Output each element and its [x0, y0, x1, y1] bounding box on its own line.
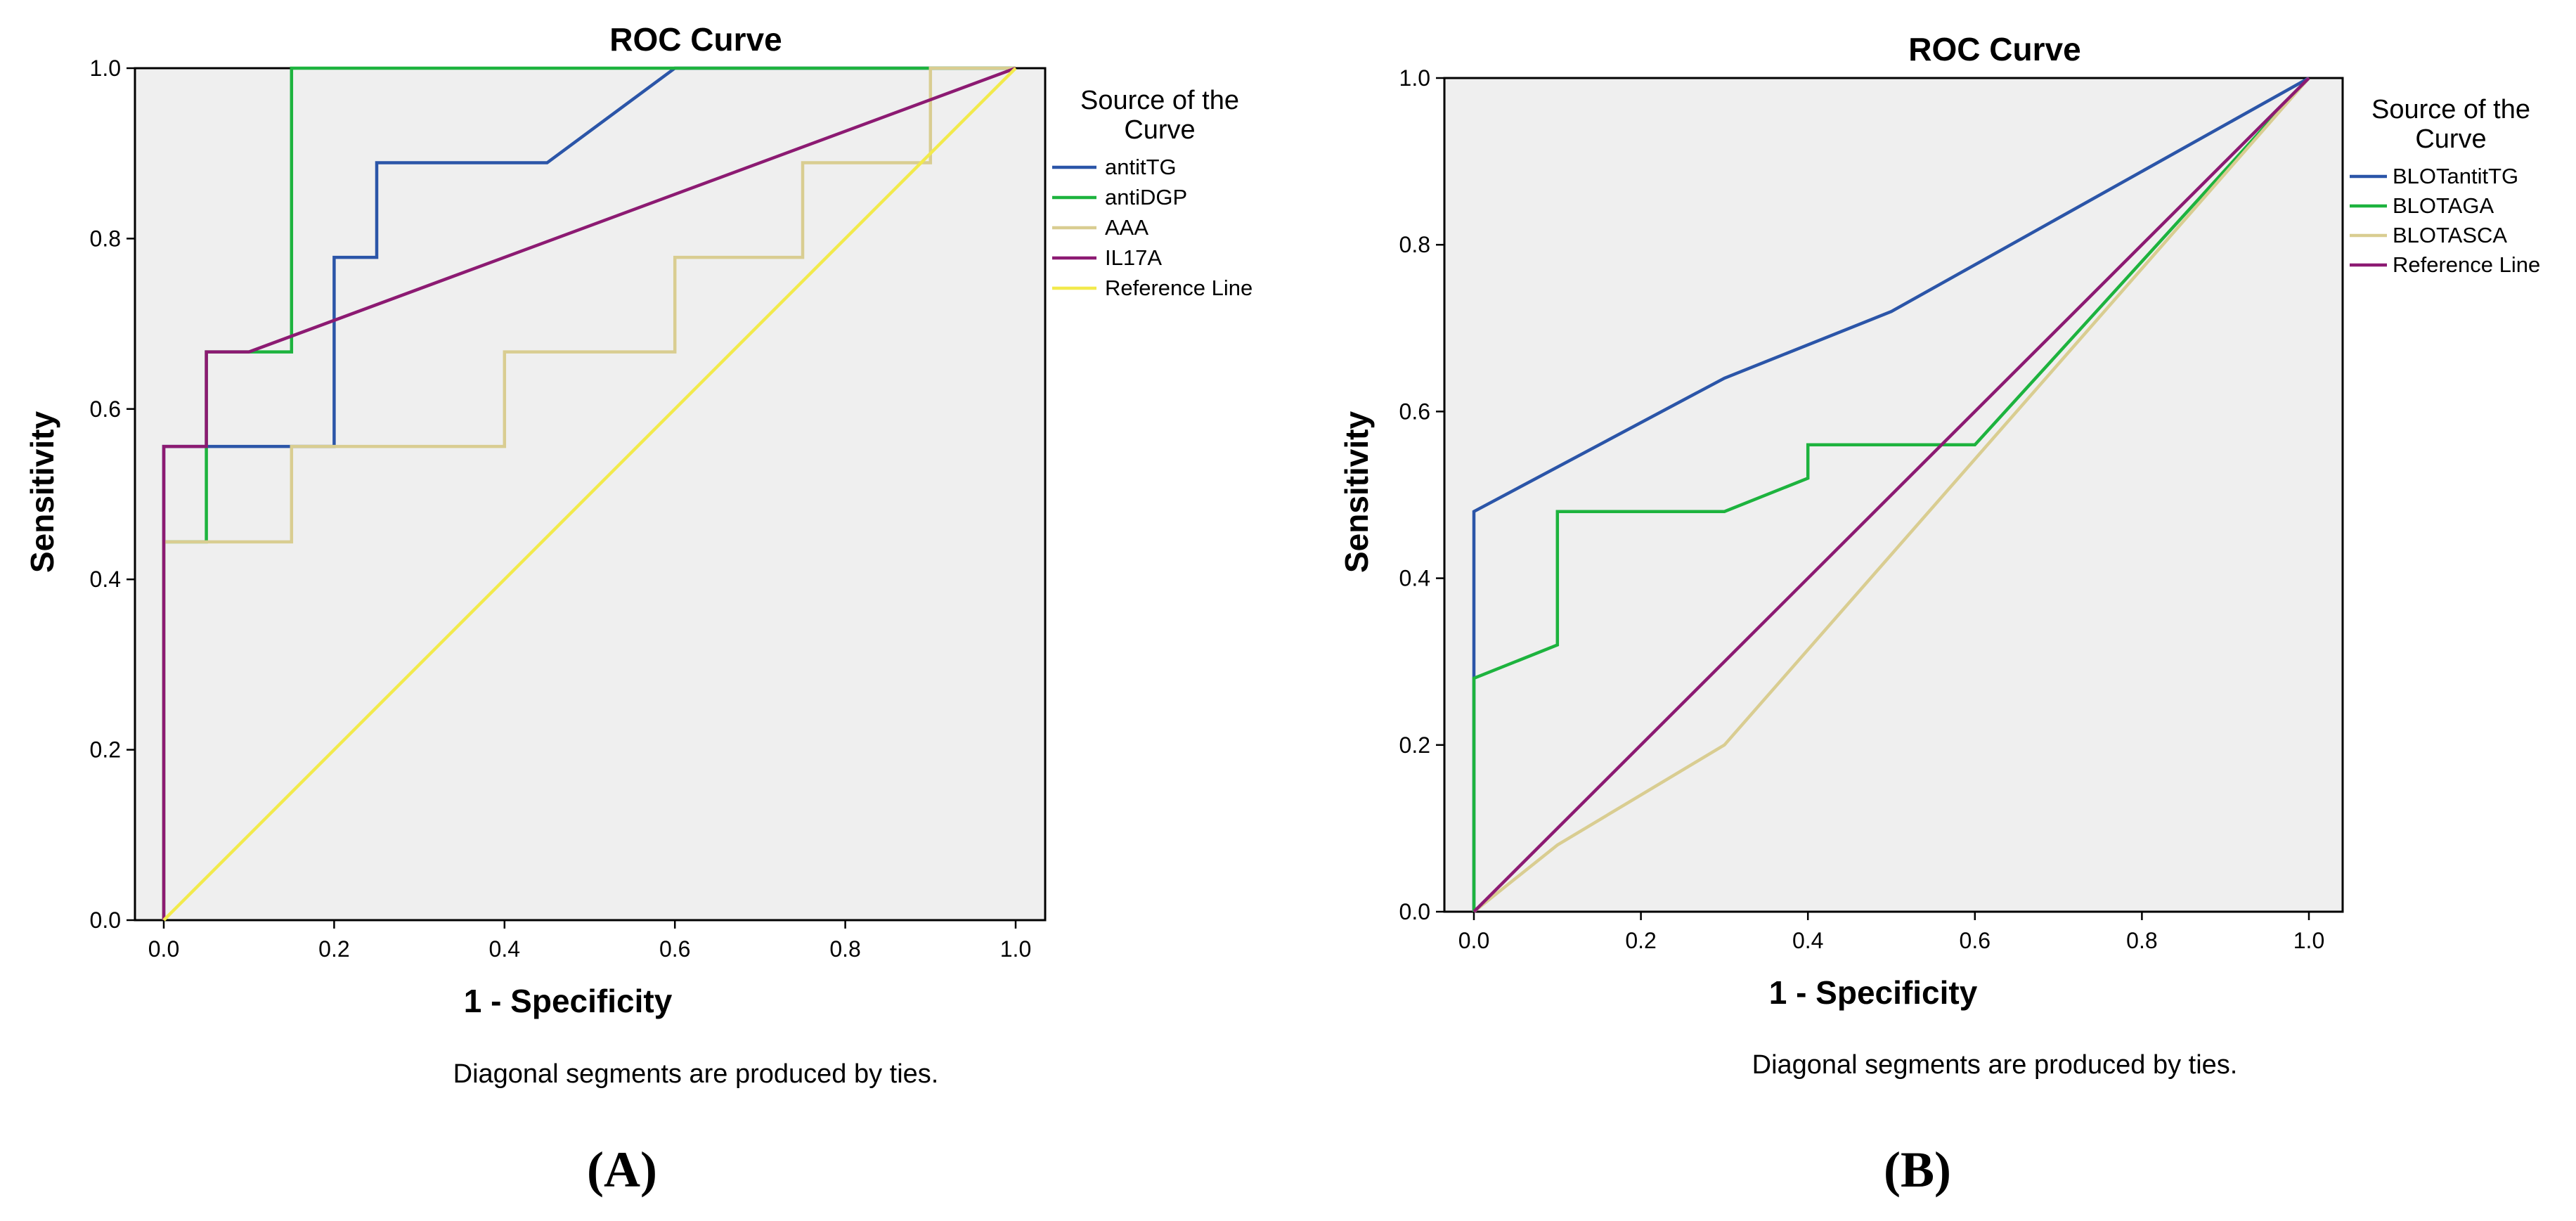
chart-panel-1: 0.0 0.2 0.4 0.6 0.8 1.0 0.0 0.2 0.4 0.6 0.8 1.0 ROC … [24, 21, 1253, 1198]
y-axis-label: Sensitivity [24, 411, 60, 574]
x-axis-label: 1 - Specificity [464, 983, 673, 1019]
legend-item-label: BLOTAGA [2393, 193, 2494, 218]
y-tick-label: 0.0 [1399, 899, 1430, 924]
series-line-blotaga [1472, 77, 2310, 912]
chart-title: ROC Curve [1908, 31, 2080, 67]
series-line-il17a [162, 66, 1016, 920]
x-tick-label: 1.0 [2293, 928, 2324, 953]
x-tick-label: 0.6 [1960, 928, 1991, 953]
series-line-blotasca [1473, 77, 2310, 913]
y-tick-label: 0.2 [90, 737, 121, 763]
series-line-reference-line [162, 67, 1017, 922]
y-tick-label: 0.0 [90, 907, 121, 933]
x-tick-label: 1.0 [1000, 936, 1031, 962]
x-tick-label: 0.2 [318, 936, 349, 962]
y-tick-label: 0.8 [90, 226, 121, 251]
y-tick-label: 0.2 [1399, 732, 1430, 758]
x-tick-label: 0.0 [1458, 928, 1489, 953]
panel-label: (B) [1884, 1142, 1951, 1198]
chart-panel-2: 0.0 0.2 0.4 0.6 0.8 1.0 0.0 0.2 0.4 0.6 0.8 1.0 ROC … [1338, 31, 2540, 1198]
series-line-reference-line [1473, 77, 2310, 913]
legend-item-label: antitTG [1105, 155, 1177, 179]
x-tick-label: 0.8 [829, 936, 860, 962]
legend-item-label: Reference Line [1105, 276, 1253, 300]
legend-item-label: AAA [1105, 215, 1148, 240]
panel-label: (A) [587, 1142, 657, 1198]
series-line-antittg [162, 66, 1016, 920]
series-line-blotantittg [1472, 77, 2310, 912]
y-tick-label: 0.6 [1399, 399, 1430, 424]
legend-item-label: antiDGP [1105, 185, 1187, 209]
y-tick-label: 1.0 [1399, 65, 1430, 91]
x-tick-label: 0.8 [2126, 928, 2157, 953]
chart-title: ROC Curve [609, 21, 782, 58]
legend-title: Source of the Curve [1080, 86, 1239, 145]
footnote: Diagonal segments are produced by ties. [1752, 1050, 2238, 1080]
legend-item-label: IL17A [1105, 245, 1162, 270]
series-line-aaa [162, 66, 1016, 920]
legend-item-label: BLOTASCA [2393, 223, 2507, 247]
x-tick-label: 0.4 [1792, 928, 1823, 953]
legend-item-label: BLOTantitTG [2393, 164, 2518, 188]
y-tick-label: 0.6 [90, 396, 121, 422]
legend-title: Source of the Curve [2371, 95, 2530, 154]
x-axis-label: 1 - Specificity [1769, 974, 1978, 1011]
y-tick-label: 1.0 [90, 56, 121, 81]
y-tick-label: 0.4 [90, 567, 121, 592]
x-tick-label: 0.2 [1625, 928, 1656, 953]
x-tick-label: 0.0 [148, 936, 179, 962]
y-tick-label: 0.8 [1399, 232, 1430, 257]
x-tick-label: 0.4 [489, 936, 520, 962]
footnote: Diagonal segments are produced by ties. [453, 1059, 939, 1089]
x-tick-label: 0.6 [659, 936, 690, 962]
legend-item-label: Reference Line [2393, 252, 2540, 277]
y-tick-label: 0.4 [1399, 566, 1430, 591]
y-axis-label: Sensitivity [1338, 411, 1375, 574]
